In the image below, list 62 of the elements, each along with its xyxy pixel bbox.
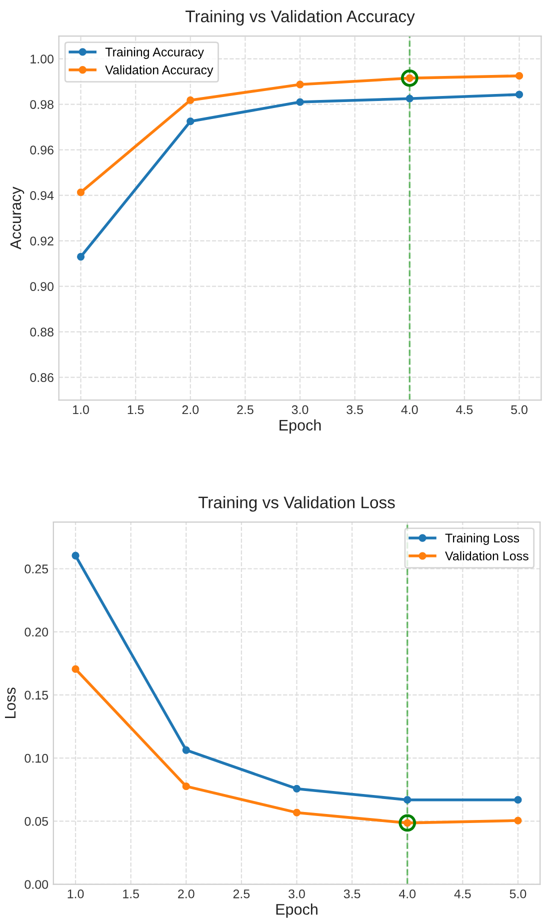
point (400, 69, 418, 87)
x-tick-label: 4.0 (401, 405, 418, 414)
chart-title: Training vs Validation Accuracy (186, 10, 415, 26)
y-tick-label: 0.96 (30, 146, 54, 154)
y-tick-label: 0.94 (30, 191, 54, 200)
x-tick-label: 2.5 (233, 889, 250, 898)
point (515, 90, 524, 98)
y-axis-title: Loss (4, 688, 16, 718)
y-tick-label: 0.90 (30, 282, 54, 291)
y-tick-label: 0.86 (30, 373, 54, 382)
point (182, 746, 190, 754)
y-tick-label: 0.20 (24, 628, 48, 637)
point (72, 665, 80, 673)
y-tick-label: 0.98 (30, 100, 54, 109)
y-tick-label: 1.00 (30, 54, 54, 64)
x-tick-label: 5.0 (511, 405, 528, 414)
y-tick-label: 0.15 (24, 690, 48, 700)
x-tick-label: 3.0 (288, 889, 305, 898)
point (186, 96, 194, 104)
x-axis-title: Epoch (280, 419, 321, 434)
x-tick-label: 1.5 (128, 405, 144, 414)
x-tick-label: 4.0 (398, 889, 416, 898)
y-tick-label: 0.88 (30, 328, 54, 336)
x-tick-label: 1.0 (68, 889, 84, 898)
point (76, 188, 85, 196)
legend-label: Training Loss (445, 533, 520, 545)
x-tick-label: 4.5 (456, 405, 473, 414)
point (398, 814, 416, 832)
x-tick-label: 5.0 (510, 889, 526, 898)
x-tick-label: 2.0 (178, 889, 194, 898)
point (406, 94, 414, 102)
x-axis-title: Epoch (276, 904, 318, 918)
y-tick-label: 0.92 (30, 236, 54, 246)
x-tick-label: 3.5 (344, 889, 360, 898)
x-tick-label: 3.0 (292, 405, 308, 414)
x-tick-label: 1.0 (73, 405, 89, 414)
point (514, 796, 522, 804)
point (292, 808, 301, 816)
point (186, 118, 194, 126)
point (182, 782, 190, 790)
y-axis-title: Accuracy (10, 186, 24, 250)
legend-label: Validation Loss (445, 551, 528, 560)
point (72, 552, 80, 560)
y-tick-label: 0.10 (24, 754, 48, 763)
point (296, 98, 304, 106)
point (515, 72, 524, 80)
point (404, 796, 412, 804)
x-tick-label: 4.5 (454, 890, 471, 898)
point (514, 816, 522, 824)
point (292, 784, 301, 793)
point (76, 252, 85, 261)
y-tick-label: 0.00 (24, 880, 48, 889)
y-tick-label: 0.05 (24, 816, 48, 826)
legend-label: Validation Accuracy (105, 65, 214, 77)
chart-title: Training vs Validation Loss (198, 496, 395, 512)
x-tick-label: 2.5 (237, 405, 254, 414)
y-tick-label: 0.25 (24, 564, 48, 574)
x-tick-label: 2.0 (182, 405, 199, 414)
x-tick-label: 1.5 (123, 890, 139, 898)
legend-label: Training Accuracy (105, 47, 204, 59)
x-tick-label: 3.5 (346, 405, 363, 414)
point (296, 80, 304, 88)
